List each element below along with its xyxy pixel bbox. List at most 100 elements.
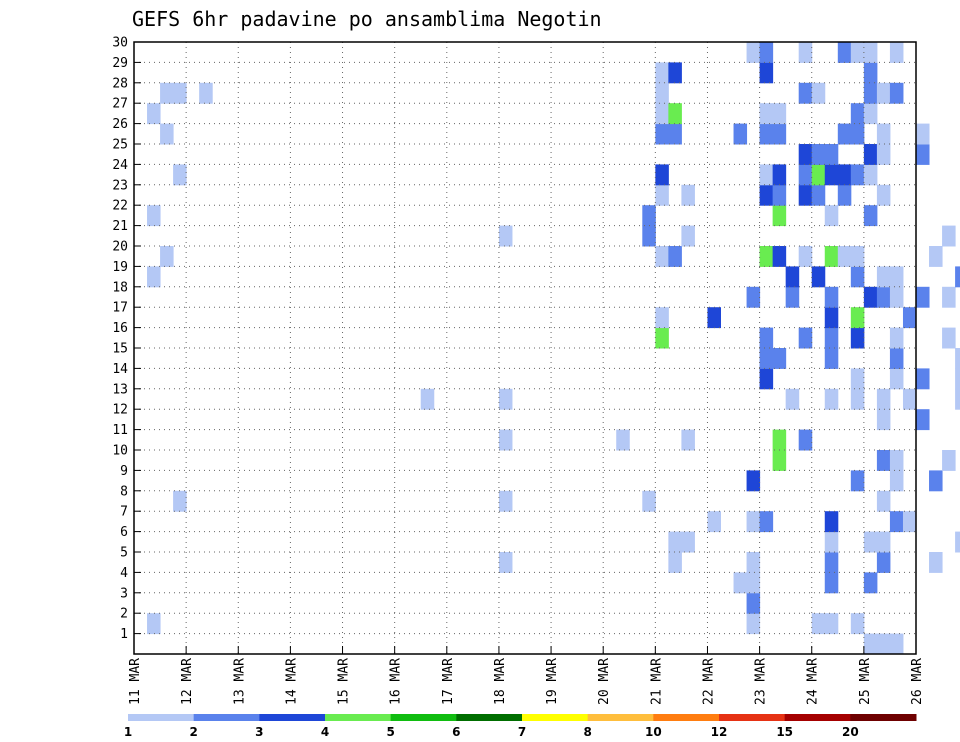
heatmap-cell — [863, 164, 878, 186]
heatmap-cell — [772, 123, 787, 145]
heatmap-cell — [876, 409, 891, 431]
heatmap-cell — [850, 123, 865, 145]
heatmap-cell — [916, 368, 930, 390]
heatmap-cell — [837, 123, 852, 145]
heatmap-cell — [668, 246, 682, 267]
heatmap-cell — [824, 348, 839, 369]
heatmap-cell — [837, 184, 852, 206]
heatmap-cell — [772, 164, 787, 186]
heatmap-cell — [863, 82, 878, 104]
heatmap-cell — [942, 286, 956, 308]
heatmap-cell — [863, 103, 878, 125]
heatmap-cell — [929, 552, 943, 573]
heatmap-cell — [616, 429, 630, 451]
heatmap-cell — [746, 286, 761, 308]
heatmap-cell — [798, 184, 813, 206]
heatmap-cell — [811, 164, 826, 186]
heatmap-cell — [668, 552, 682, 573]
heatmap-cell — [746, 552, 761, 573]
heatmap-cell — [733, 572, 748, 594]
heatmap-cell — [942, 450, 956, 471]
heatmap-cell — [824, 164, 839, 186]
y-tick-label: 24 — [112, 158, 128, 173]
heatmap-cell — [147, 103, 161, 125]
heatmap-cell — [759, 123, 774, 145]
heatmap-cell — [889, 42, 904, 63]
heatmap-cell — [955, 388, 960, 410]
heatmap-cell — [889, 286, 904, 308]
y-tick-label: 27 — [112, 97, 128, 112]
heatmap-cell — [863, 42, 878, 63]
heatmap-cell — [811, 144, 826, 165]
heatmap-cell — [824, 388, 839, 410]
heatmap-cell — [824, 511, 839, 533]
x-tick-label: 23 MAR — [754, 658, 769, 705]
y-tick-label: 19 — [112, 260, 128, 275]
x-tick-label: 15 MAR — [337, 658, 352, 705]
heatmap-cell — [889, 450, 904, 471]
heatmap-cell — [733, 123, 748, 145]
y-tick-label: 18 — [112, 280, 128, 295]
heatmap-cell — [955, 266, 960, 288]
heatmap-cell — [955, 368, 960, 390]
x-axis: 11 MAR 12 MAR 13 MAR 14 MAR 15 MAR 16 MAR 17 M… — [128, 646, 925, 705]
heatmap-cell — [902, 388, 917, 410]
heatmap-cell — [772, 348, 787, 369]
colorbar-swatch — [456, 714, 523, 721]
colorbar-label: 4 — [321, 725, 329, 739]
y-tick-label: 22 — [112, 199, 128, 214]
heatmap-cell — [863, 531, 878, 553]
heatmap-cell — [642, 490, 656, 512]
y-tick-label: 30 — [112, 36, 128, 51]
heatmap-cell — [876, 531, 891, 553]
colorbar-swatch — [653, 714, 720, 721]
heatmap-cell — [824, 613, 839, 635]
heatmap-cell — [655, 123, 669, 145]
y-tick-label: 17 — [112, 301, 128, 316]
x-tick-label: 13 MAR — [232, 658, 247, 705]
heatmap-cell — [147, 613, 161, 635]
heatmap-cell — [811, 266, 826, 288]
heatmap-cell — [199, 82, 213, 104]
heatmap-cell — [850, 246, 865, 267]
heatmap-cell — [785, 286, 800, 308]
heatmap-cell — [798, 164, 813, 186]
heatmap-cell — [863, 144, 878, 165]
y-tick-label: 4 — [120, 566, 128, 581]
heatmap-cell — [889, 470, 904, 492]
heatmap-cell — [759, 42, 774, 63]
heatmap-cell — [642, 205, 656, 227]
heatmap-cell — [420, 388, 435, 410]
heatmap-cell — [902, 307, 917, 329]
heatmap-cell — [160, 82, 174, 104]
colorbar-legend: 1 2 3 4 5 6 7 8 10 12 15 20 — [124, 714, 917, 739]
heatmap-cell — [889, 327, 904, 349]
x-tick-label: 14 MAR — [284, 658, 299, 705]
heatmap-cell — [850, 103, 865, 125]
heatmap-cell — [916, 123, 930, 145]
heatmap-cell — [824, 286, 839, 308]
heatmap-cell — [889, 633, 904, 655]
heatmap-cell — [772, 184, 787, 206]
chart-title: GEFS 6hr padavine po ansamblima Negotin — [132, 7, 602, 31]
heatmap-cell — [746, 592, 761, 614]
heatmap-cell — [798, 82, 813, 104]
heatmap-cell — [759, 184, 774, 206]
y-tick-label: 14 — [112, 362, 128, 377]
y-tick-label: 2 — [120, 607, 128, 622]
heatmap-cell — [655, 103, 669, 125]
heatmap-cell — [798, 429, 813, 451]
y-tick-label: 20 — [112, 240, 128, 255]
y-tick-label: 28 — [112, 76, 128, 91]
colorbar-label: 8 — [583, 725, 591, 739]
heatmap-cell — [681, 429, 695, 451]
y-tick-label: 7 — [120, 505, 128, 520]
colorbar-swatch — [390, 714, 457, 721]
heatmap-cell — [850, 368, 865, 390]
x-tick-label: 11 MAR — [128, 658, 143, 705]
heatmap-cell — [173, 490, 187, 512]
heatmap-cell — [863, 205, 878, 227]
x-tick-label: 19 MAR — [545, 658, 560, 705]
heatmap-cell — [655, 82, 669, 104]
